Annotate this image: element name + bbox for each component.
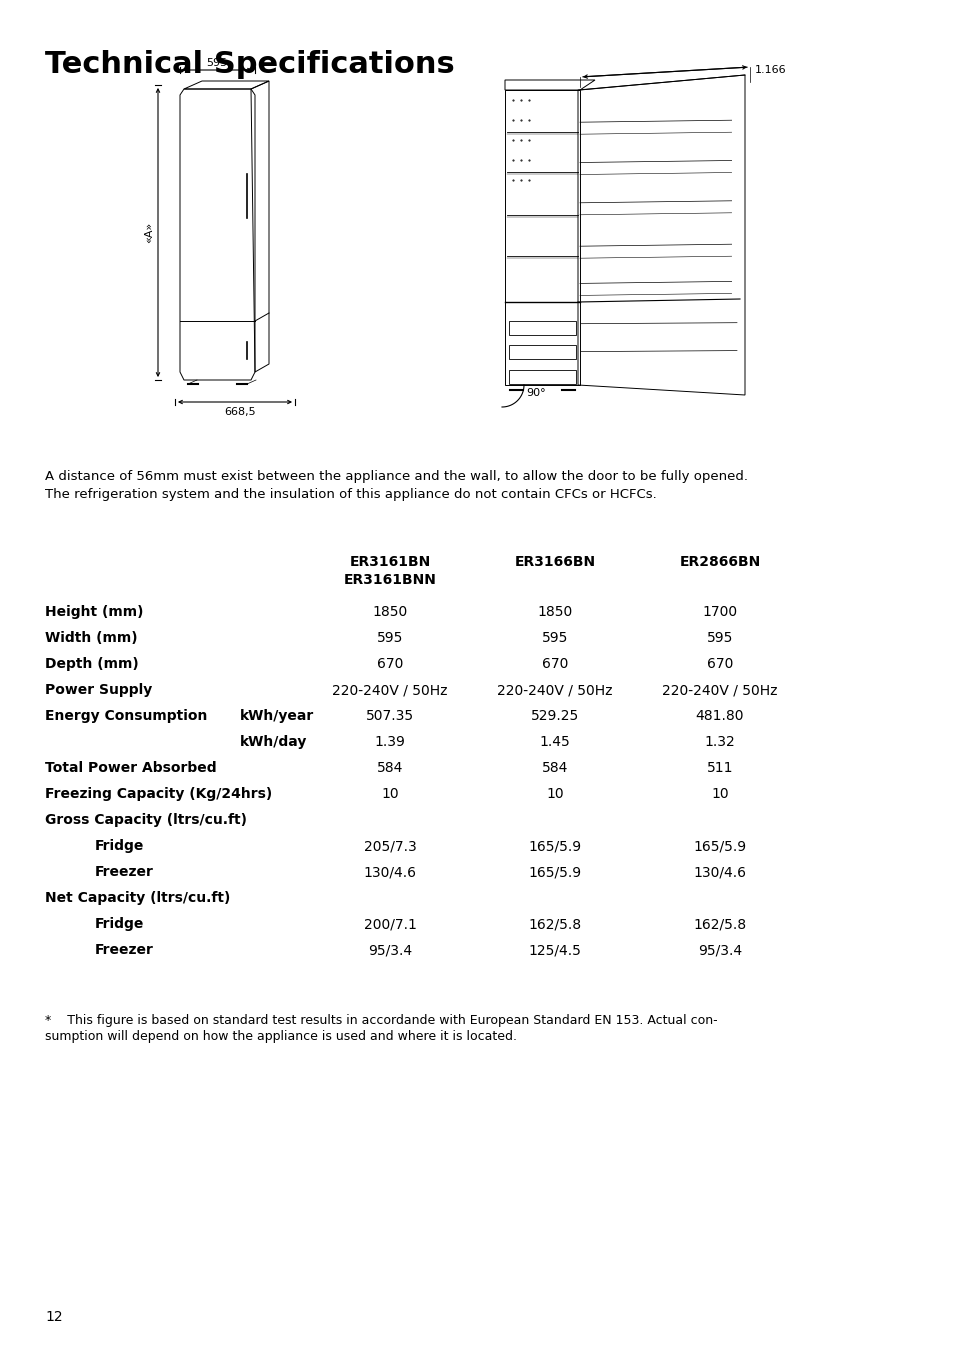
Text: 220-240V / 50Hz: 220-240V / 50Hz: [332, 684, 447, 697]
Text: 205/7.3: 205/7.3: [363, 839, 416, 852]
Text: 668,5: 668,5: [224, 407, 255, 417]
Text: The refrigeration system and the insulation of this appliance do not contain CFC: The refrigeration system and the insulat…: [45, 488, 656, 501]
Text: 1.39: 1.39: [375, 735, 405, 748]
Text: Total Power Absorbed: Total Power Absorbed: [45, 761, 216, 775]
Text: 162/5.8: 162/5.8: [528, 917, 581, 931]
Text: 595: 595: [541, 631, 568, 644]
Text: 670: 670: [541, 657, 568, 671]
Text: Energy Consumption: Energy Consumption: [45, 709, 207, 723]
Text: Depth (mm): Depth (mm): [45, 657, 138, 671]
Text: 595: 595: [706, 631, 733, 644]
Text: 10: 10: [546, 788, 563, 801]
Text: Net Capacity (ltrs/cu.ft): Net Capacity (ltrs/cu.ft): [45, 892, 230, 905]
Text: 584: 584: [541, 761, 568, 775]
Text: 220-240V / 50Hz: 220-240V / 50Hz: [497, 684, 612, 697]
Text: 165/5.9: 165/5.9: [528, 839, 581, 852]
Text: 130/4.6: 130/4.6: [693, 865, 745, 880]
Text: 511: 511: [706, 761, 733, 775]
Text: ER2866BN: ER2866BN: [679, 555, 760, 569]
Text: Height (mm): Height (mm): [45, 605, 143, 619]
Text: 165/5.9: 165/5.9: [528, 865, 581, 880]
Text: ER3161BN: ER3161BN: [349, 555, 430, 569]
Text: 162/5.8: 162/5.8: [693, 917, 746, 931]
Text: 1700: 1700: [701, 605, 737, 619]
Text: 12: 12: [45, 1310, 63, 1324]
Text: 507.35: 507.35: [366, 709, 414, 723]
Text: 670: 670: [706, 657, 733, 671]
Text: Fridge: Fridge: [95, 839, 144, 852]
Text: Power Supply: Power Supply: [45, 684, 152, 697]
Text: 165/5.9: 165/5.9: [693, 839, 746, 852]
Text: 584: 584: [376, 761, 403, 775]
Text: *    This figure is based on standard test results in accordande with European S: * This figure is based on standard test …: [45, 1015, 717, 1027]
Text: 670: 670: [376, 657, 403, 671]
Text: Freezer: Freezer: [95, 865, 153, 880]
Text: 1.166: 1.166: [754, 65, 786, 76]
Text: 200/7.1: 200/7.1: [363, 917, 416, 931]
Text: ER3161BNN: ER3161BNN: [343, 573, 436, 586]
Text: A distance of 56mm must exist between the appliance and the wall, to allow the d: A distance of 56mm must exist between th…: [45, 470, 747, 484]
Text: 10: 10: [710, 788, 728, 801]
Text: 130/4.6: 130/4.6: [363, 865, 416, 880]
Text: 95/3.4: 95/3.4: [368, 943, 412, 957]
Text: 10: 10: [381, 788, 398, 801]
Text: 1.45: 1.45: [539, 735, 570, 748]
Text: Width (mm): Width (mm): [45, 631, 137, 644]
Text: 1.32: 1.32: [704, 735, 735, 748]
Text: 220-240V / 50Hz: 220-240V / 50Hz: [661, 684, 777, 697]
Text: kWh/year: kWh/year: [240, 709, 314, 723]
Text: 125/4.5: 125/4.5: [528, 943, 580, 957]
Text: Freezing Capacity (Kg/24hrs): Freezing Capacity (Kg/24hrs): [45, 788, 272, 801]
Text: sumption will depend on how the appliance is used and where it is located.: sumption will depend on how the applianc…: [45, 1029, 517, 1043]
Text: Freezer: Freezer: [95, 943, 153, 957]
Text: 595: 595: [206, 58, 228, 68]
Text: «A»: «A»: [144, 222, 153, 243]
Text: 595: 595: [376, 631, 403, 644]
Text: kWh/day: kWh/day: [240, 735, 307, 748]
Text: 1850: 1850: [537, 605, 572, 619]
Text: Fridge: Fridge: [95, 917, 144, 931]
Text: ER3166BN: ER3166BN: [514, 555, 595, 569]
Text: 95/3.4: 95/3.4: [698, 943, 741, 957]
Text: Gross Capacity (ltrs/cu.ft): Gross Capacity (ltrs/cu.ft): [45, 813, 247, 827]
Text: Technical Specifications: Technical Specifications: [45, 50, 455, 78]
Text: 529.25: 529.25: [530, 709, 578, 723]
Text: 1850: 1850: [372, 605, 407, 619]
Text: 90°: 90°: [525, 388, 545, 399]
Text: 481.80: 481.80: [695, 709, 743, 723]
